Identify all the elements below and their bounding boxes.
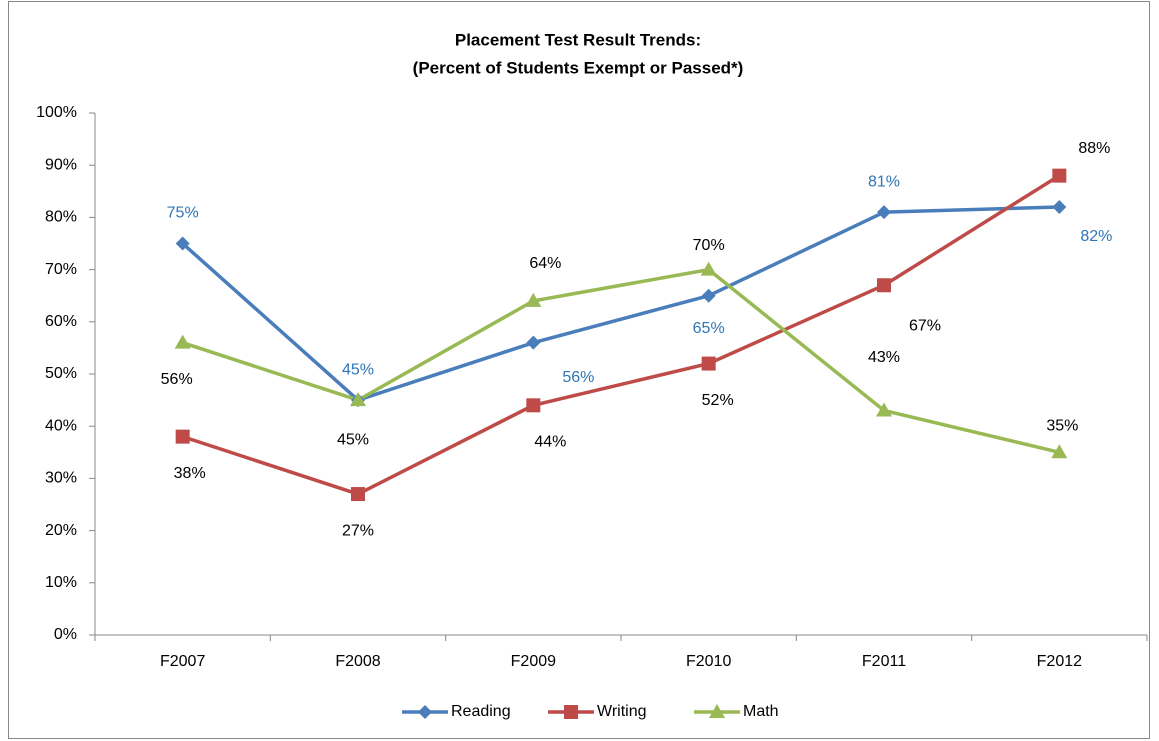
data-label: 88%	[1078, 140, 1110, 157]
data-label: 75%	[167, 205, 199, 222]
y-tick-label: 0%	[54, 626, 77, 643]
point-marker	[700, 261, 717, 276]
legend-marker	[564, 705, 578, 719]
legend-marker	[709, 704, 725, 718]
data-label: 35%	[1046, 418, 1078, 435]
point-marker	[350, 392, 366, 407]
point-marker	[526, 398, 541, 413]
data-label: 45%	[337, 431, 369, 448]
data-label: 56%	[562, 369, 594, 386]
series-line	[182, 267, 1060, 455]
data-label: 82%	[1080, 228, 1112, 245]
y-tick-label: 60%	[45, 313, 77, 330]
point-marker	[351, 487, 365, 502]
y-tick-label: 80%	[45, 209, 77, 226]
y-tick-label: 10%	[45, 574, 77, 591]
data-label: 27%	[342, 522, 374, 539]
data-label: 81%	[868, 173, 900, 190]
point-marker	[175, 236, 190, 251]
point-marker	[876, 402, 892, 417]
y-tick-label: 20%	[45, 522, 77, 539]
point-marker	[877, 278, 891, 293]
data-label: 64%	[529, 255, 561, 272]
x-tick-label: F2011	[862, 653, 906, 670]
y-tick-label: 90%	[45, 156, 77, 173]
data-label: 70%	[693, 237, 725, 254]
x-tick-label: F2007	[160, 653, 205, 670]
x-tick-label: F2012	[1037, 653, 1082, 670]
data-label: 38%	[174, 465, 206, 482]
y-tick-label: 50%	[45, 365, 77, 382]
data-label: 56%	[161, 371, 193, 388]
point-marker	[175, 429, 190, 444]
legend-label: Writing	[597, 703, 647, 720]
data-label: 52%	[702, 392, 734, 409]
chart-frame	[8, 1, 1150, 739]
legend-marker	[418, 705, 432, 719]
point-marker	[701, 356, 716, 371]
point-marker	[1052, 168, 1067, 183]
point-marker	[1051, 444, 1068, 459]
y-tick-label: 30%	[45, 470, 77, 487]
data-label: 67%	[909, 317, 941, 334]
data-label: 45%	[342, 361, 374, 378]
point-marker	[701, 288, 716, 303]
data-label: 43%	[868, 349, 900, 366]
data-label: 44%	[534, 434, 566, 451]
y-tick-label: 70%	[45, 261, 77, 278]
chart-title: Placement Test Result Trends:	[455, 30, 701, 49]
legend-label: Math	[743, 703, 779, 720]
x-tick-label: F2010	[686, 653, 731, 670]
point-marker	[526, 335, 541, 350]
y-tick-label: 40%	[45, 417, 77, 434]
series-line	[182, 174, 1061, 496]
series-line	[181, 205, 1060, 403]
point-marker	[174, 334, 191, 349]
point-marker	[877, 205, 891, 220]
x-tick-label: F2009	[511, 653, 556, 670]
x-tick-label: F2008	[335, 653, 380, 670]
point-marker	[1052, 199, 1067, 214]
chart-subtitle: (Percent of Students Exempt or Passed*)	[413, 58, 744, 77]
legend-label: Reading	[451, 703, 511, 720]
y-tick-label: 100%	[36, 104, 77, 121]
point-marker	[525, 292, 542, 307]
data-label: 65%	[693, 320, 725, 337]
